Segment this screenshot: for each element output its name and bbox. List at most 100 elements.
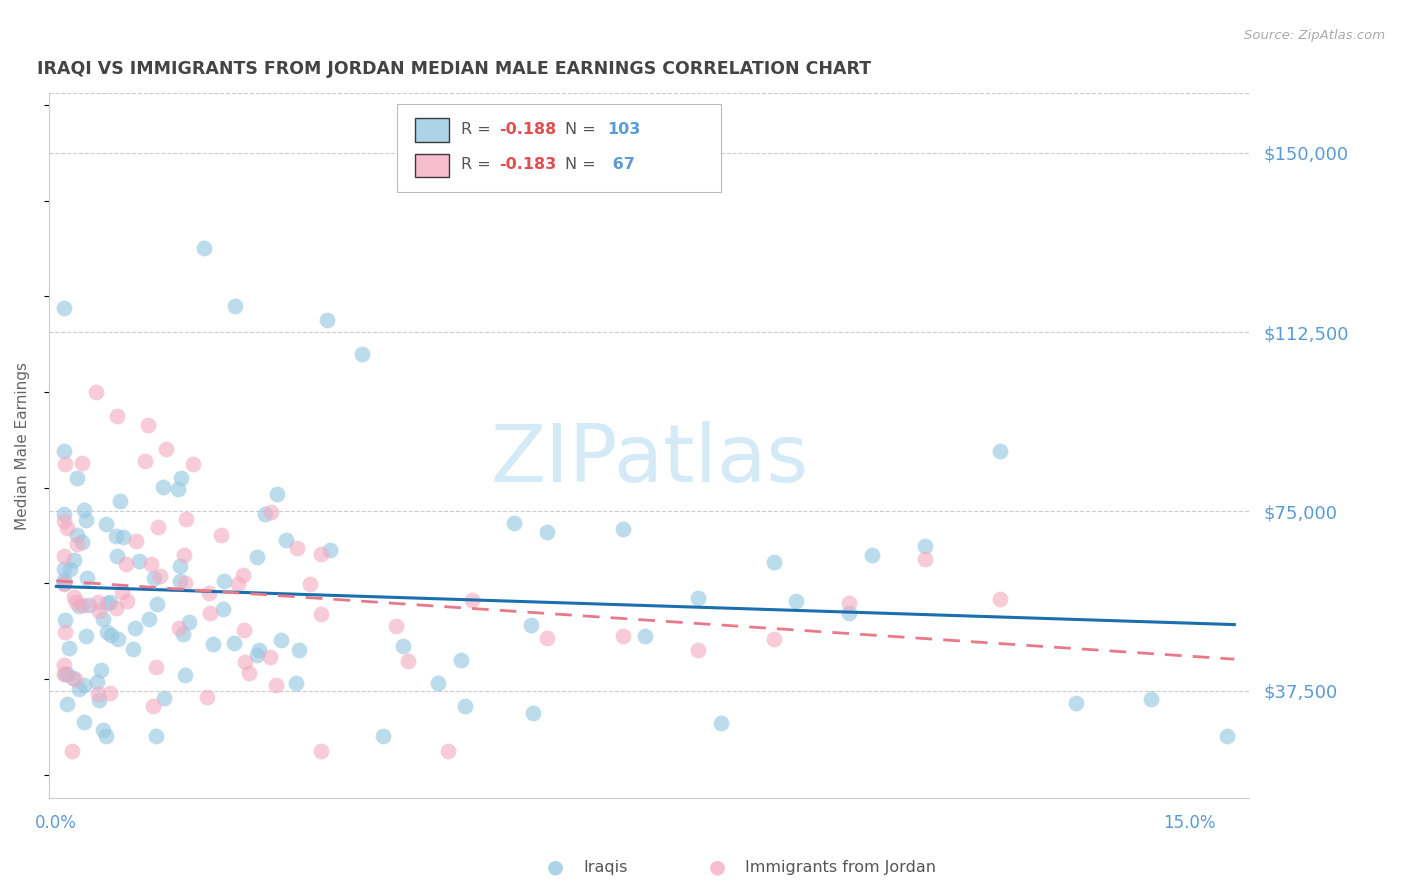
Text: -0.188: -0.188	[499, 122, 557, 137]
Point	[988, 591, 1011, 606]
Point	[91, 723, 114, 737]
Point	[688, 591, 710, 606]
Point	[612, 629, 634, 643]
Point	[128, 554, 150, 568]
Point	[785, 593, 807, 607]
Point	[309, 743, 332, 757]
Point	[167, 482, 190, 496]
Point	[112, 530, 135, 544]
Point	[70, 534, 93, 549]
Point	[53, 667, 76, 681]
Point	[226, 576, 249, 591]
Point	[62, 591, 84, 605]
Point	[1216, 729, 1239, 743]
Point	[426, 676, 449, 690]
Point	[66, 537, 89, 551]
Point	[65, 595, 87, 609]
Point	[58, 640, 80, 655]
Point	[146, 520, 169, 534]
Point	[170, 471, 193, 485]
Point	[70, 456, 93, 470]
Point	[59, 562, 82, 576]
Point	[222, 635, 245, 649]
Text: R =: R =	[461, 158, 495, 172]
Point	[838, 596, 860, 610]
Point	[96, 625, 118, 640]
Point	[212, 574, 235, 589]
Point	[503, 516, 526, 530]
Text: ●: ●	[547, 857, 564, 877]
Point	[710, 715, 733, 730]
Point	[72, 598, 94, 612]
FancyBboxPatch shape	[415, 119, 449, 142]
Point	[860, 548, 883, 562]
Point	[56, 667, 79, 681]
Point	[63, 672, 86, 686]
FancyBboxPatch shape	[396, 103, 721, 192]
Point	[105, 600, 128, 615]
Point	[96, 596, 118, 610]
Point	[233, 623, 256, 637]
Point	[141, 557, 163, 571]
Point	[172, 627, 194, 641]
Point	[315, 313, 337, 327]
Point	[536, 631, 558, 645]
Point	[66, 471, 89, 485]
Point	[1140, 691, 1163, 706]
Point	[247, 643, 270, 657]
Point	[52, 658, 75, 673]
Point	[174, 575, 197, 590]
Point	[52, 514, 75, 528]
Y-axis label: Median Male Earnings: Median Male Earnings	[15, 362, 30, 530]
Point	[86, 674, 108, 689]
Text: IRAQI VS IMMIGRANTS FROM JORDAN MEDIAN MALE EARNINGS CORRELATION CHART: IRAQI VS IMMIGRANTS FROM JORDAN MEDIAN M…	[37, 60, 870, 78]
Point	[107, 632, 129, 646]
Text: N =: N =	[565, 122, 600, 137]
Point	[152, 479, 174, 493]
Text: ●: ●	[709, 857, 725, 877]
Point	[125, 533, 148, 548]
Point	[87, 595, 110, 609]
Point	[176, 512, 198, 526]
Point	[98, 685, 121, 699]
Point	[145, 660, 167, 674]
Point	[233, 656, 256, 670]
Point	[66, 528, 89, 542]
Point	[612, 522, 634, 536]
Point	[145, 729, 167, 743]
Point	[91, 612, 114, 626]
Point	[198, 607, 221, 621]
Point	[146, 597, 169, 611]
Point	[1064, 696, 1087, 710]
Point	[86, 384, 108, 399]
Point	[270, 632, 292, 647]
Point	[55, 613, 77, 627]
Point	[105, 409, 128, 423]
Point	[98, 595, 121, 609]
Point	[181, 457, 204, 471]
Point	[688, 643, 710, 657]
Text: ZIPatlas: ZIPatlas	[491, 421, 808, 499]
Point	[143, 571, 166, 585]
Point	[436, 743, 458, 757]
Point	[53, 457, 76, 471]
Point	[352, 346, 374, 360]
Point	[94, 729, 117, 743]
Point	[238, 666, 260, 681]
Point	[52, 562, 75, 576]
Point	[142, 699, 165, 714]
Point	[195, 690, 218, 704]
Point	[198, 586, 221, 600]
Point	[309, 607, 332, 621]
Point	[108, 494, 131, 508]
FancyBboxPatch shape	[415, 153, 449, 177]
Point	[988, 443, 1011, 458]
Point	[318, 542, 340, 557]
Point	[105, 549, 128, 563]
Point	[298, 577, 321, 591]
Point	[914, 539, 936, 553]
Point	[136, 418, 159, 433]
Point	[52, 549, 75, 564]
Point	[193, 242, 215, 256]
Point	[232, 568, 254, 582]
